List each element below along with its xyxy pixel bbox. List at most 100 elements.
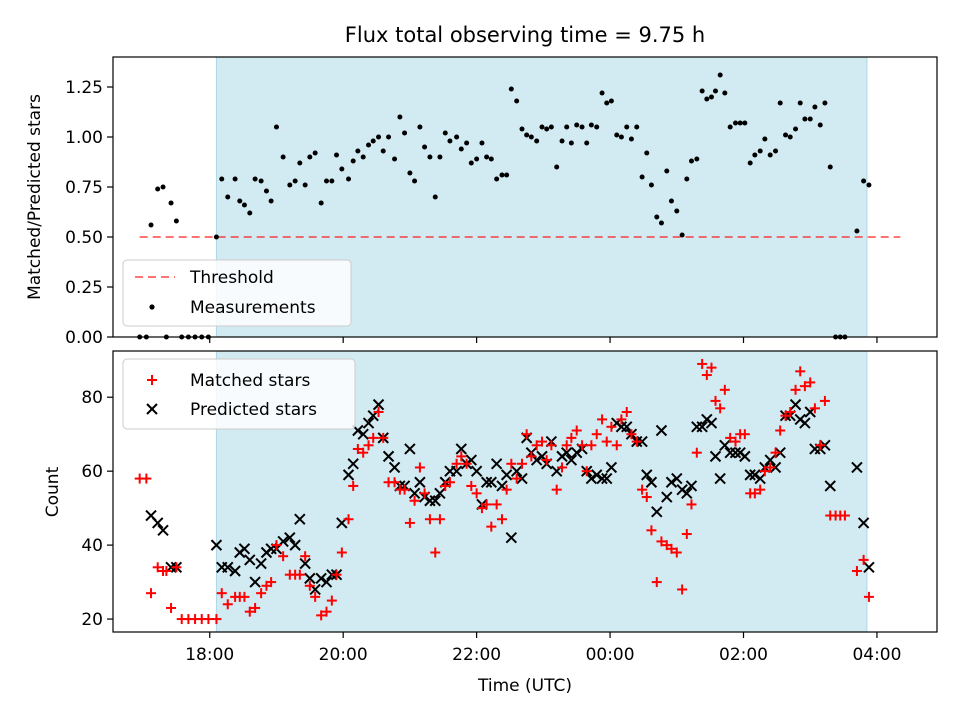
- bottom-x-ticks: 18:00 20:00 22:00 00:00 02:00 04:00: [185, 632, 901, 665]
- predicted-point: [210, 539, 223, 551]
- top-y-ticks: 0.00 0.25 0.50 0.75 1.00 1.25: [65, 78, 113, 348]
- measurement-point: [544, 126, 550, 132]
- matched-point: [409, 495, 420, 506]
- measurement-point: [422, 144, 428, 150]
- measurement-point: [668, 198, 674, 204]
- matched-point: [730, 436, 741, 447]
- matched-point: [424, 514, 435, 525]
- matched-point: [671, 547, 682, 558]
- top-y-axis-label: Matched/Predicted stars: [25, 94, 45, 300]
- predicted-point: [342, 469, 355, 481]
- measurement-point: [708, 94, 714, 100]
- measurement-point: [797, 100, 803, 106]
- measurement-point: [644, 150, 650, 156]
- measurement-point: [173, 218, 179, 224]
- measurement-point: [376, 134, 382, 140]
- predicted-point: [151, 517, 164, 529]
- matched-point: [506, 458, 517, 469]
- measurement-point: [168, 200, 174, 206]
- bottom-axes-frame: [112, 350, 938, 633]
- predicted-point: [729, 446, 742, 459]
- measurement-point: [312, 150, 318, 156]
- predicted-point: [764, 454, 776, 466]
- predicted-point: [490, 458, 503, 470]
- matched-point: [300, 551, 311, 562]
- legend-threshold-label: Threshold: [189, 268, 274, 288]
- predicted-point: [450, 465, 463, 477]
- measurement-point: [494, 176, 500, 182]
- measurement-point: [628, 136, 634, 142]
- measurement-point: [148, 222, 154, 228]
- measurement-point: [225, 194, 231, 200]
- predicted-point: [299, 557, 311, 570]
- predicted-point: [249, 576, 261, 588]
- matched-point: [710, 395, 721, 406]
- predicted-point: [705, 417, 718, 429]
- measurement-point: [346, 176, 352, 182]
- measurement-points: [137, 72, 872, 340]
- matched-point: [631, 436, 642, 447]
- matched-point: [701, 370, 712, 381]
- measurement-point: [608, 98, 614, 104]
- measurement-point: [534, 138, 540, 144]
- measurement-point: [432, 194, 438, 200]
- measurement-point: [447, 138, 453, 144]
- matched-point: [537, 436, 548, 447]
- matched-point: [725, 432, 736, 443]
- x-tick-label: 18:00: [185, 645, 234, 665]
- matched-point: [271, 540, 282, 551]
- predicted-point: [681, 487, 693, 500]
- matched-point: [266, 577, 277, 588]
- matched-point: [486, 521, 497, 532]
- measurement-point: [747, 160, 753, 166]
- matched-point: [216, 588, 227, 599]
- matched-point: [551, 484, 562, 495]
- measurement-point: [762, 136, 768, 142]
- predicted-point: [789, 398, 802, 411]
- matched-point: [601, 436, 612, 447]
- measurement-point: [219, 176, 225, 182]
- matched-point: [414, 462, 425, 473]
- matched-point: [677, 584, 688, 595]
- predicted-point: [571, 446, 583, 459]
- measurement-point: [380, 148, 386, 154]
- measurement-point: [488, 156, 494, 162]
- matched-point: [616, 414, 627, 425]
- legend-predicted-label: Predicted stars: [190, 400, 317, 420]
- matched-point: [256, 588, 267, 599]
- predicted-point: [372, 398, 385, 411]
- predicted-point: [500, 469, 513, 481]
- matched-point: [749, 488, 760, 499]
- measurement-point: [514, 98, 520, 104]
- matched-points: [134, 358, 874, 625]
- y-tick-label: 20: [81, 610, 103, 630]
- predicted-point: [863, 561, 875, 574]
- predicted-point: [315, 572, 327, 585]
- predicted-point: [434, 487, 446, 500]
- measurement-point: [339, 166, 345, 172]
- measurement-point: [812, 104, 818, 110]
- measurement-point: [318, 200, 324, 206]
- measurement-point: [594, 124, 600, 130]
- predicted-point: [665, 476, 678, 488]
- matched-point: [166, 602, 177, 613]
- predicted-point: [157, 524, 169, 537]
- matched-point: [316, 610, 327, 621]
- matched-point: [799, 381, 810, 392]
- predicted-point: [719, 439, 731, 451]
- x-tick-label: 04:00: [852, 645, 901, 665]
- y-tick-label: 0.25: [65, 278, 103, 298]
- y-tick-label: 80: [81, 388, 103, 408]
- measurement-point: [742, 120, 748, 126]
- matched-point: [863, 591, 874, 602]
- matched-point: [641, 492, 652, 503]
- measurement-point: [504, 172, 510, 178]
- predicted-point: [382, 450, 395, 463]
- matched-point: [244, 606, 255, 617]
- matched-point: [611, 440, 622, 451]
- matched-point: [304, 580, 315, 591]
- measurement-point: [252, 176, 258, 182]
- matched-point: [310, 591, 321, 602]
- measurement-point: [397, 114, 403, 120]
- matched-point: [666, 543, 677, 554]
